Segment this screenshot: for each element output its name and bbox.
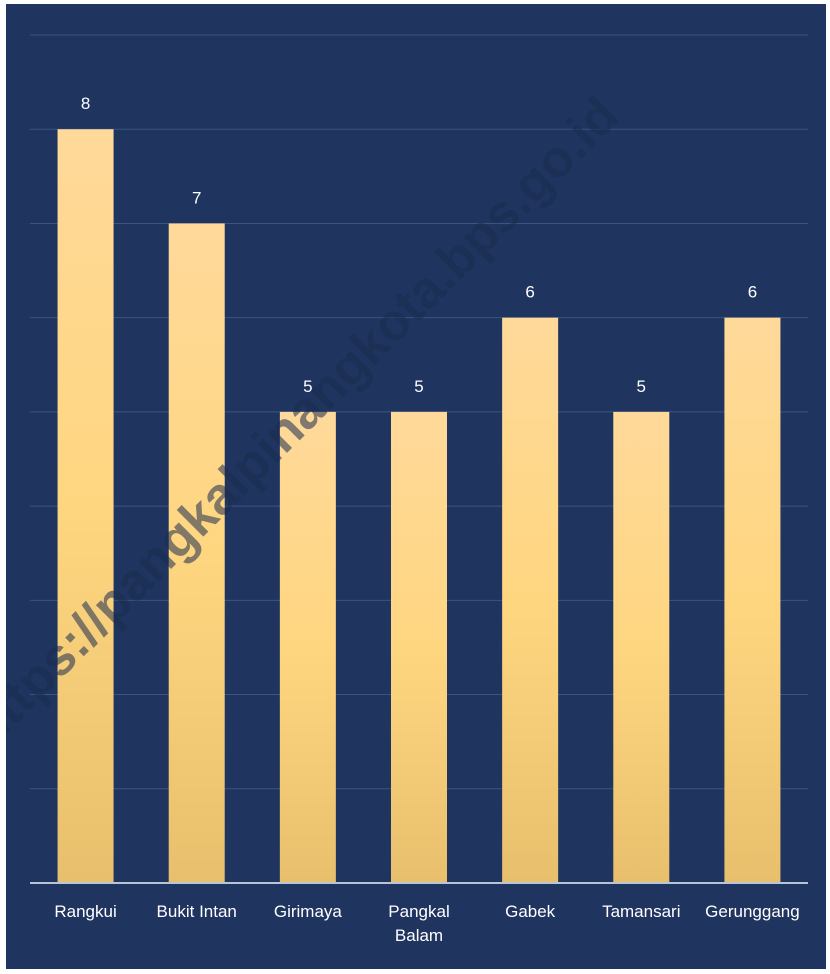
bar bbox=[279, 411, 336, 883]
x-tick-label: Gabek bbox=[505, 902, 556, 921]
bar bbox=[57, 129, 114, 883]
x-tick-label: Rangkui bbox=[54, 902, 116, 921]
chart-container: 8 7 5 5 6 5 6 Rangkui Bukit Intan Girimaya Pangka… bbox=[6, 4, 826, 969]
x-tick-label: Pangkal Balam bbox=[388, 902, 449, 945]
data-label: 5 bbox=[637, 377, 646, 396]
data-label: 6 bbox=[525, 283, 534, 302]
bar bbox=[502, 317, 559, 884]
bar-chart: 8 7 5 5 6 5 6 Rangkui Bukit Intan Girimaya Pangka… bbox=[6, 34, 808, 945]
data-label: 5 bbox=[303, 377, 312, 396]
bar bbox=[168, 223, 225, 883]
bars bbox=[57, 129, 781, 884]
data-label: 7 bbox=[192, 188, 201, 207]
data-labels: 8 7 5 5 6 5 6 bbox=[81, 94, 757, 396]
x-tick-label: Tamansari bbox=[602, 902, 680, 921]
data-label: 5 bbox=[414, 377, 423, 396]
bar bbox=[391, 411, 447, 883]
x-tick-label: Gerunggang bbox=[705, 902, 800, 921]
data-label: 8 bbox=[81, 94, 90, 113]
data-label: 6 bbox=[748, 283, 757, 302]
bar bbox=[613, 411, 670, 883]
x-tick-label: Bukit Intan bbox=[157, 902, 237, 921]
x-tick-label: Girimaya bbox=[274, 902, 343, 921]
bar bbox=[724, 317, 781, 884]
x-tick-labels: Rangkui Bukit Intan Girimaya Pangkal Balam Ga… bbox=[54, 902, 799, 945]
